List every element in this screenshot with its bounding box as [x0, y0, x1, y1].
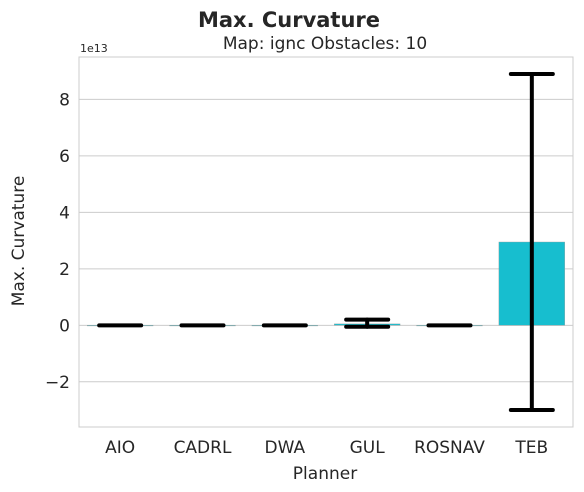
y-tick-label: 6	[59, 147, 70, 167]
x-axis-label: Planner	[293, 464, 357, 484]
y-tick-label: 4	[59, 203, 70, 223]
x-tick-label: DWA	[265, 438, 306, 458]
x-tick-labels: AIO CADRL DWA GUL ROSNAV TEB	[105, 438, 548, 458]
gridlines	[79, 98, 573, 383]
x-tick-label: ROSNAV	[414, 438, 485, 458]
bars	[87, 241, 565, 327]
y-axis-label: Max. Curvature	[9, 176, 29, 307]
chart-title: Max. Curvature	[198, 8, 380, 32]
x-tick-label: TEB	[514, 438, 548, 458]
y-tick-label: 2	[59, 260, 70, 280]
y-tick-labels: −2 0 2 4 6 8	[45, 90, 70, 392]
chart-subtitle: Map: ignc Obstacles: 10	[223, 34, 427, 54]
x-tick-label: CADRL	[174, 438, 232, 458]
x-tick-label: GUL	[350, 438, 386, 458]
x-tick-label: AIO	[105, 438, 135, 458]
error-bars	[97, 71, 555, 413]
y-offset-label: 1e13	[80, 42, 108, 55]
y-tick-label: 0	[59, 316, 70, 336]
y-tick-label: 8	[59, 90, 70, 110]
plot-frame	[78, 56, 574, 428]
y-tick-label: −2	[45, 373, 70, 393]
